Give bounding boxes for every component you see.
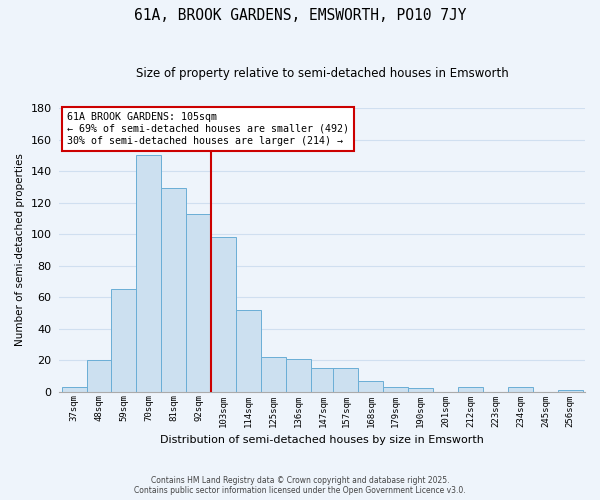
- Bar: [112, 289, 136, 392]
- Bar: [261, 357, 286, 392]
- Bar: [211, 237, 236, 392]
- Bar: [334, 368, 358, 392]
- Bar: [286, 358, 311, 392]
- Bar: [408, 388, 433, 392]
- Bar: [62, 387, 86, 392]
- Bar: [186, 214, 211, 392]
- Y-axis label: Number of semi-detached properties: Number of semi-detached properties: [15, 154, 25, 346]
- Bar: [236, 310, 261, 392]
- Text: Contains HM Land Registry data © Crown copyright and database right 2025.
Contai: Contains HM Land Registry data © Crown c…: [134, 476, 466, 495]
- Bar: [86, 360, 112, 392]
- Title: Size of property relative to semi-detached houses in Emsworth: Size of property relative to semi-detach…: [136, 68, 509, 80]
- Bar: [311, 368, 336, 392]
- Bar: [508, 387, 533, 392]
- Bar: [161, 188, 186, 392]
- Bar: [458, 387, 483, 392]
- X-axis label: Distribution of semi-detached houses by size in Emsworth: Distribution of semi-detached houses by …: [160, 435, 484, 445]
- Bar: [358, 380, 383, 392]
- Text: 61A, BROOK GARDENS, EMSWORTH, PO10 7JY: 61A, BROOK GARDENS, EMSWORTH, PO10 7JY: [134, 8, 466, 22]
- Bar: [558, 390, 583, 392]
- Text: 61A BROOK GARDENS: 105sqm
← 69% of semi-detached houses are smaller (492)
30% of: 61A BROOK GARDENS: 105sqm ← 69% of semi-…: [67, 112, 349, 146]
- Bar: [136, 156, 161, 392]
- Bar: [383, 387, 408, 392]
